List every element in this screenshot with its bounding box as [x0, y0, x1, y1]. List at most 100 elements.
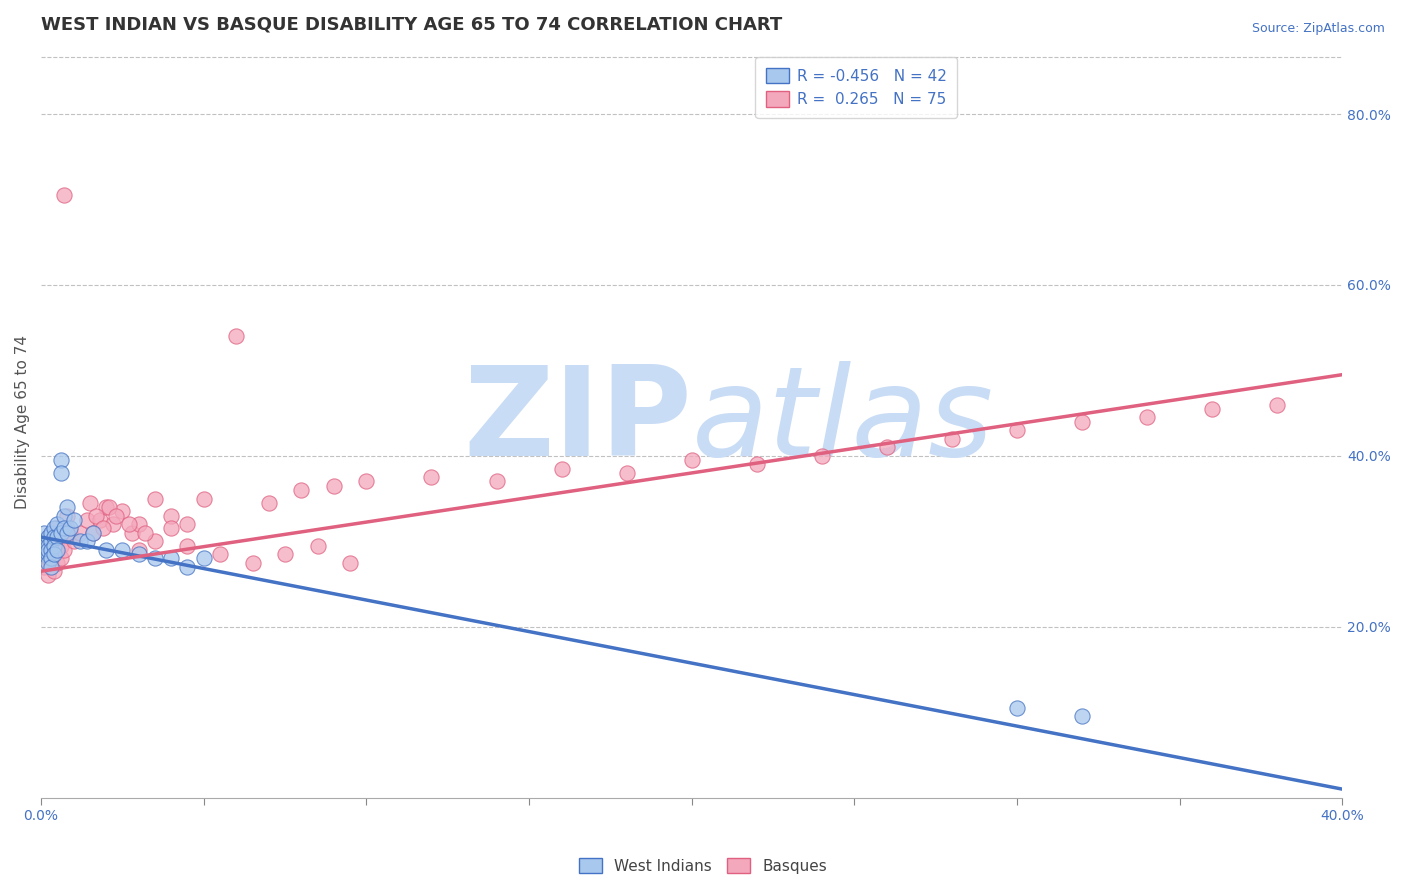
Point — [34, 539, 56, 553]
Point — [82, 525, 104, 540]
Point — [42, 521, 65, 535]
Point — [42, 547, 65, 561]
Point — [143, 491, 166, 506]
Point — [46, 517, 69, 532]
Point — [1071, 709, 1094, 723]
Text: ZIP: ZIP — [463, 361, 692, 483]
Point — [1265, 398, 1288, 412]
Point — [49, 539, 72, 553]
Point — [941, 432, 963, 446]
Point — [62, 513, 84, 527]
Point — [225, 329, 247, 343]
Point — [37, 568, 59, 582]
Y-axis label: Disability Age 65 to 74: Disability Age 65 to 74 — [15, 334, 30, 508]
Point — [193, 491, 215, 506]
Point — [420, 470, 443, 484]
Point — [56, 521, 79, 535]
Point — [42, 564, 65, 578]
Point — [322, 479, 344, 493]
Point — [39, 525, 62, 540]
Point — [39, 556, 62, 570]
Point — [193, 551, 215, 566]
Point — [76, 534, 98, 549]
Point — [616, 466, 638, 480]
Point — [39, 534, 62, 549]
Point — [257, 496, 280, 510]
Point — [52, 521, 75, 535]
Point — [101, 517, 124, 532]
Point — [274, 547, 297, 561]
Point — [56, 508, 79, 523]
Point — [118, 517, 141, 532]
Text: Source: ZipAtlas.com: Source: ZipAtlas.com — [1251, 22, 1385, 36]
Point — [134, 525, 156, 540]
Point — [339, 556, 361, 570]
Point — [37, 551, 59, 566]
Legend: R = -0.456   N = 42, R =  0.265   N = 75: R = -0.456 N = 42, R = 0.265 N = 75 — [755, 57, 957, 118]
Point — [39, 530, 62, 544]
Point — [34, 547, 56, 561]
Point — [42, 539, 65, 553]
Point — [42, 539, 65, 553]
Point — [37, 542, 59, 557]
Point — [37, 556, 59, 570]
Point — [46, 534, 69, 549]
Point — [39, 560, 62, 574]
Point — [160, 551, 183, 566]
Point — [42, 547, 65, 561]
Point — [34, 547, 56, 561]
Point — [242, 556, 264, 570]
Point — [160, 521, 183, 535]
Point — [128, 517, 150, 532]
Point — [34, 560, 56, 574]
Point — [98, 500, 121, 515]
Point — [810, 449, 832, 463]
Point — [62, 534, 84, 549]
Point — [49, 525, 72, 540]
Point — [39, 542, 62, 557]
Point — [82, 525, 104, 540]
Point — [104, 508, 127, 523]
Point — [79, 496, 101, 510]
Point — [96, 500, 118, 515]
Point — [39, 525, 62, 540]
Point — [1071, 415, 1094, 429]
Point — [46, 542, 69, 557]
Point — [49, 466, 72, 480]
Point — [49, 525, 72, 540]
Point — [52, 542, 75, 557]
Point — [745, 458, 768, 472]
Point — [46, 542, 69, 557]
Point — [1201, 401, 1223, 416]
Point — [143, 534, 166, 549]
Point — [37, 530, 59, 544]
Legend: West Indians, Basques: West Indians, Basques — [572, 852, 834, 880]
Point — [307, 539, 329, 553]
Point — [37, 542, 59, 557]
Point — [176, 517, 198, 532]
Text: WEST INDIAN VS BASQUE DISABILITY AGE 65 TO 74 CORRELATION CHART: WEST INDIAN VS BASQUE DISABILITY AGE 65 … — [41, 15, 782, 33]
Point — [46, 530, 69, 544]
Point — [69, 534, 91, 549]
Point — [176, 560, 198, 574]
Point — [49, 453, 72, 467]
Point — [37, 547, 59, 561]
Point — [34, 525, 56, 540]
Point — [46, 556, 69, 570]
Point — [59, 525, 82, 540]
Point — [1005, 423, 1028, 437]
Point — [356, 475, 378, 489]
Point — [52, 188, 75, 202]
Point — [681, 453, 703, 467]
Point — [160, 508, 183, 523]
Point — [876, 440, 898, 454]
Point — [89, 513, 111, 527]
Point — [86, 508, 108, 523]
Point — [176, 539, 198, 553]
Point — [37, 539, 59, 553]
Point — [59, 521, 82, 535]
Point — [96, 542, 118, 557]
Point — [143, 551, 166, 566]
Point — [34, 534, 56, 549]
Point — [91, 521, 114, 535]
